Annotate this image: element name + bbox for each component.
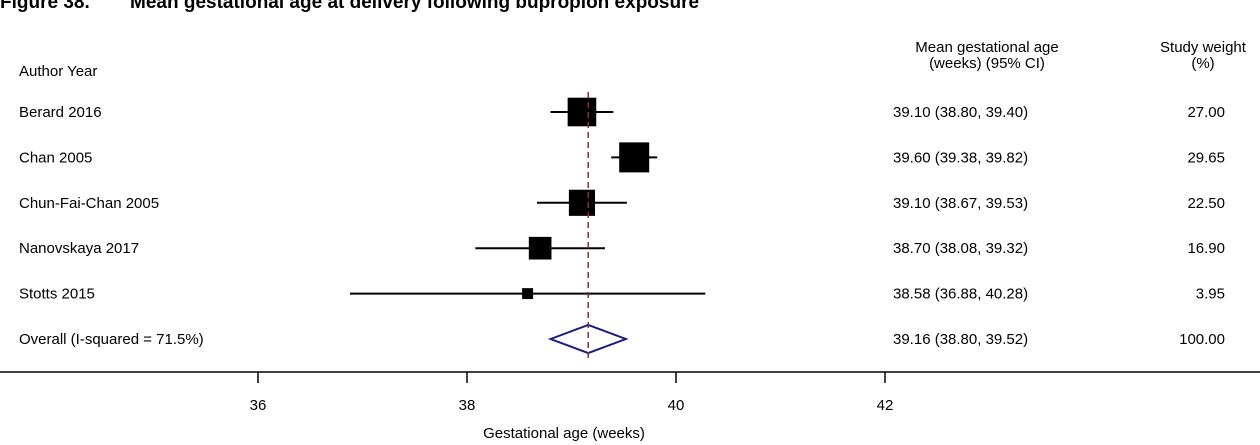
overall-label: Overall (I-squared = 71.5%) xyxy=(19,331,204,348)
study-column-header: Author Year xyxy=(19,63,97,80)
estimate-value: 39.60 (39.38, 39.82) xyxy=(893,149,1028,166)
estimate-value: 39.10 (38.80, 39.40) xyxy=(893,104,1028,121)
study-row: Nanovskaya 2017 38.70 (38.08, 39.32) 16.90 xyxy=(19,237,1225,260)
x-axis: 36 38 40 42 xyxy=(0,372,1260,414)
point-estimate-marker xyxy=(568,98,597,127)
x-tick-label: 42 xyxy=(877,397,894,414)
overall-diamond xyxy=(551,325,626,353)
study-rows: Berard 2016 39.10 (38.80, 39.40) 27.00 Chan… xyxy=(19,98,1225,353)
point-estimate-marker xyxy=(529,237,552,260)
estimate-value: 39.10 (38.67, 39.53) xyxy=(893,195,1028,212)
x-tick-label: 38 xyxy=(459,397,476,414)
weight-column-header-line2: (%) xyxy=(1191,55,1214,72)
estimate-column-header-line2: (weeks) (95% CI) xyxy=(929,55,1045,72)
overall-weight-value: 100.00 xyxy=(1179,331,1225,348)
point-estimate-marker xyxy=(522,288,533,299)
weight-value: 27.00 xyxy=(1187,104,1225,121)
study-row: Chun-Fai-Chan 2005 39.10 (38.67, 39.53) 22… xyxy=(19,190,1225,216)
x-tick-label: 36 xyxy=(250,397,267,414)
estimate-value: 38.58 (36.88, 40.28) xyxy=(893,286,1028,303)
estimate-value: 38.70 (38.08, 39.32) xyxy=(893,240,1028,257)
point-estimate-marker xyxy=(619,142,649,172)
weight-value: 22.50 xyxy=(1187,195,1225,212)
study-label: Stotts 2015 xyxy=(19,286,95,303)
overall-row: Overall (I-squared = 71.5%) 39.16 (38.80,… xyxy=(19,325,1225,353)
weight-value: 3.95 xyxy=(1196,286,1225,303)
study-row: Berard 2016 39.10 (38.80, 39.40) 27.00 xyxy=(19,98,1225,127)
x-axis-label: Gestational age (weeks) xyxy=(483,425,645,442)
study-row: Stotts 2015 38.58 (36.88, 40.28) 3.95 xyxy=(19,286,1225,303)
overall-estimate-value: 39.16 (38.80, 39.52) xyxy=(893,331,1028,348)
study-label: Nanovskaya 2017 xyxy=(19,240,139,257)
weight-column-header-line1: Study weight xyxy=(1160,39,1247,56)
study-label: Berard 2016 xyxy=(19,104,102,121)
estimate-column-header-line1: Mean gestational age xyxy=(915,39,1058,56)
header-row: Author Year Mean gestational age (weeks)… xyxy=(19,39,1247,80)
study-label: Chun-Fai-Chan 2005 xyxy=(19,195,159,212)
study-label: Chan 2005 xyxy=(19,149,92,166)
weight-value: 29.65 xyxy=(1187,149,1225,166)
study-row: Chan 2005 39.60 (39.38, 39.82) 29.65 xyxy=(19,142,1225,172)
x-tick-label: 40 xyxy=(668,397,685,414)
weight-value: 16.90 xyxy=(1187,240,1225,257)
point-estimate-marker xyxy=(569,190,595,216)
